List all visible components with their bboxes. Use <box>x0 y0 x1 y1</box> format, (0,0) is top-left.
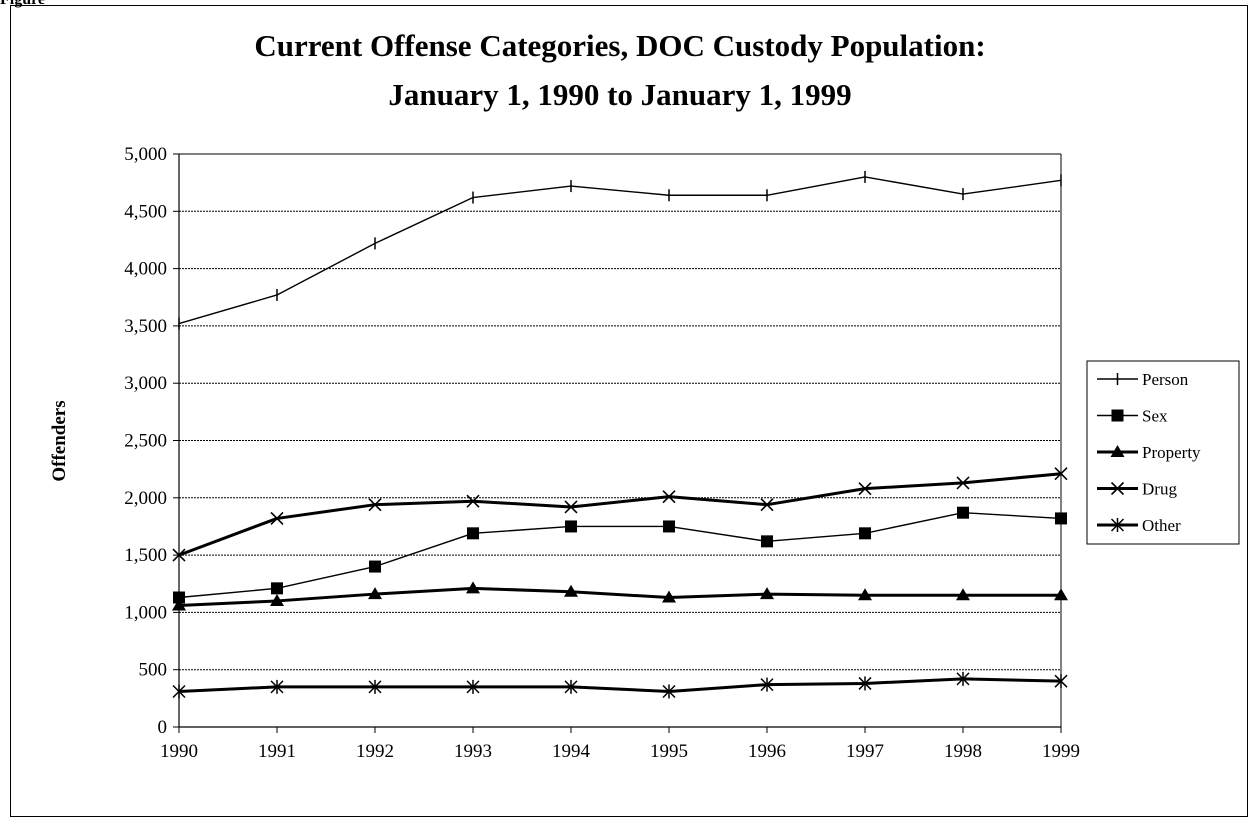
data-point-sex <box>663 520 675 533</box>
data-point-drug <box>466 494 480 508</box>
data-point-other <box>956 671 970 686</box>
data-point-sex <box>1055 512 1067 525</box>
data-point-drug <box>368 498 382 512</box>
x-tick-label: 1997 <box>846 741 884 762</box>
series-line-property <box>178 586 1061 608</box>
data-point-drug <box>172 548 186 562</box>
legend-label-property: Property <box>1142 443 1201 462</box>
chart-subtitle: January 1, 1990 to January 1, 1999 <box>388 77 851 112</box>
x-tick-label: 1995 <box>650 741 688 762</box>
data-point-property <box>760 587 774 600</box>
data-point-property <box>172 598 186 611</box>
y-tick-label: 2,000 <box>124 488 167 509</box>
data-point-drug <box>662 490 676 504</box>
figure-label: Figure <box>0 0 45 9</box>
data-point-sex <box>859 527 871 540</box>
x-tick-label: 1999 <box>1042 741 1080 762</box>
chart-title: Current Offense Categories, DOC Custody … <box>254 28 985 63</box>
data-point-property <box>858 588 872 601</box>
data-point-sex <box>271 582 283 595</box>
x-tick-label: 1992 <box>356 741 394 762</box>
y-tick-label: 1,000 <box>124 602 167 623</box>
y-tick-label: 1,500 <box>124 545 167 566</box>
legend-marker-drug <box>1110 481 1125 496</box>
series-line-sex <box>178 511 1062 599</box>
data-point-sex <box>369 560 381 573</box>
axes <box>173 153 1062 733</box>
y-tick-label: 3,500 <box>124 316 167 337</box>
data-point-other <box>172 684 186 699</box>
y-tick-label: 500 <box>139 660 168 681</box>
legend-marker-sex <box>1111 409 1124 422</box>
data-point-drug <box>1054 467 1068 481</box>
y-tick-label: 4,000 <box>124 259 167 280</box>
data-point-other <box>368 679 382 694</box>
data-point-other <box>270 679 284 694</box>
data-point-property <box>956 588 970 601</box>
series-line-drug <box>178 472 1062 557</box>
data-point-sex <box>761 535 773 548</box>
x-tick-label: 1996 <box>748 741 786 762</box>
data-point-property <box>1054 588 1068 601</box>
data-point-sex <box>467 527 479 540</box>
gridlines <box>179 153 1061 671</box>
data-point-other <box>1054 674 1068 689</box>
legend: Person Sex Property Drug Other <box>1086 360 1240 545</box>
y-tick-label: 4,500 <box>124 201 167 222</box>
data-point-drug <box>956 476 970 490</box>
y-tick-label: 3,000 <box>124 373 167 394</box>
data-point-other <box>858 676 872 691</box>
series-line-person <box>178 176 1062 325</box>
legend-label-other: Other <box>1142 516 1181 535</box>
y-tick-label: 5,000 <box>124 144 167 165</box>
data-point-other <box>760 677 774 692</box>
data-point-drug <box>760 498 774 512</box>
legend-marker-other <box>1110 518 1125 532</box>
data-point-drug <box>270 511 284 525</box>
tick-labels: 0 500 1,000 1,500 2,000 2,500 3,000 3,500 4,000 4… <box>124 144 1080 762</box>
data-point-drug <box>564 500 578 514</box>
data-point-other <box>466 679 480 694</box>
data-point-sex <box>565 520 577 533</box>
data-point-drug <box>858 482 872 496</box>
data-point-other <box>662 684 676 699</box>
x-tick-label: 1994 <box>552 741 591 762</box>
legend-label-person: Person <box>1142 370 1189 389</box>
data-point-property <box>368 587 382 600</box>
chart-frame <box>10 5 1248 817</box>
x-tick-label: 1993 <box>454 741 492 762</box>
x-tick-label: 1998 <box>944 741 982 762</box>
legend-label-drug: Drug <box>1142 480 1177 499</box>
data-point-property <box>466 581 480 594</box>
series-lines <box>172 170 1068 699</box>
x-tick-label: 1990 <box>160 741 198 762</box>
y-axis-label: Offenders <box>49 400 70 481</box>
data-point-property <box>270 593 284 606</box>
x-tick-label: 1991 <box>258 741 296 762</box>
y-tick-label: 2,500 <box>124 431 167 452</box>
data-point-property <box>662 590 676 603</box>
y-tick-label: 0 <box>158 717 168 738</box>
legend-label-sex: Sex <box>1142 407 1168 426</box>
data-point-property <box>564 584 578 597</box>
data-point-sex <box>173 591 185 604</box>
data-point-other <box>564 679 578 694</box>
series-line-other <box>178 677 1062 693</box>
legend-marker-property <box>1110 445 1125 457</box>
data-point-sex <box>957 506 969 519</box>
